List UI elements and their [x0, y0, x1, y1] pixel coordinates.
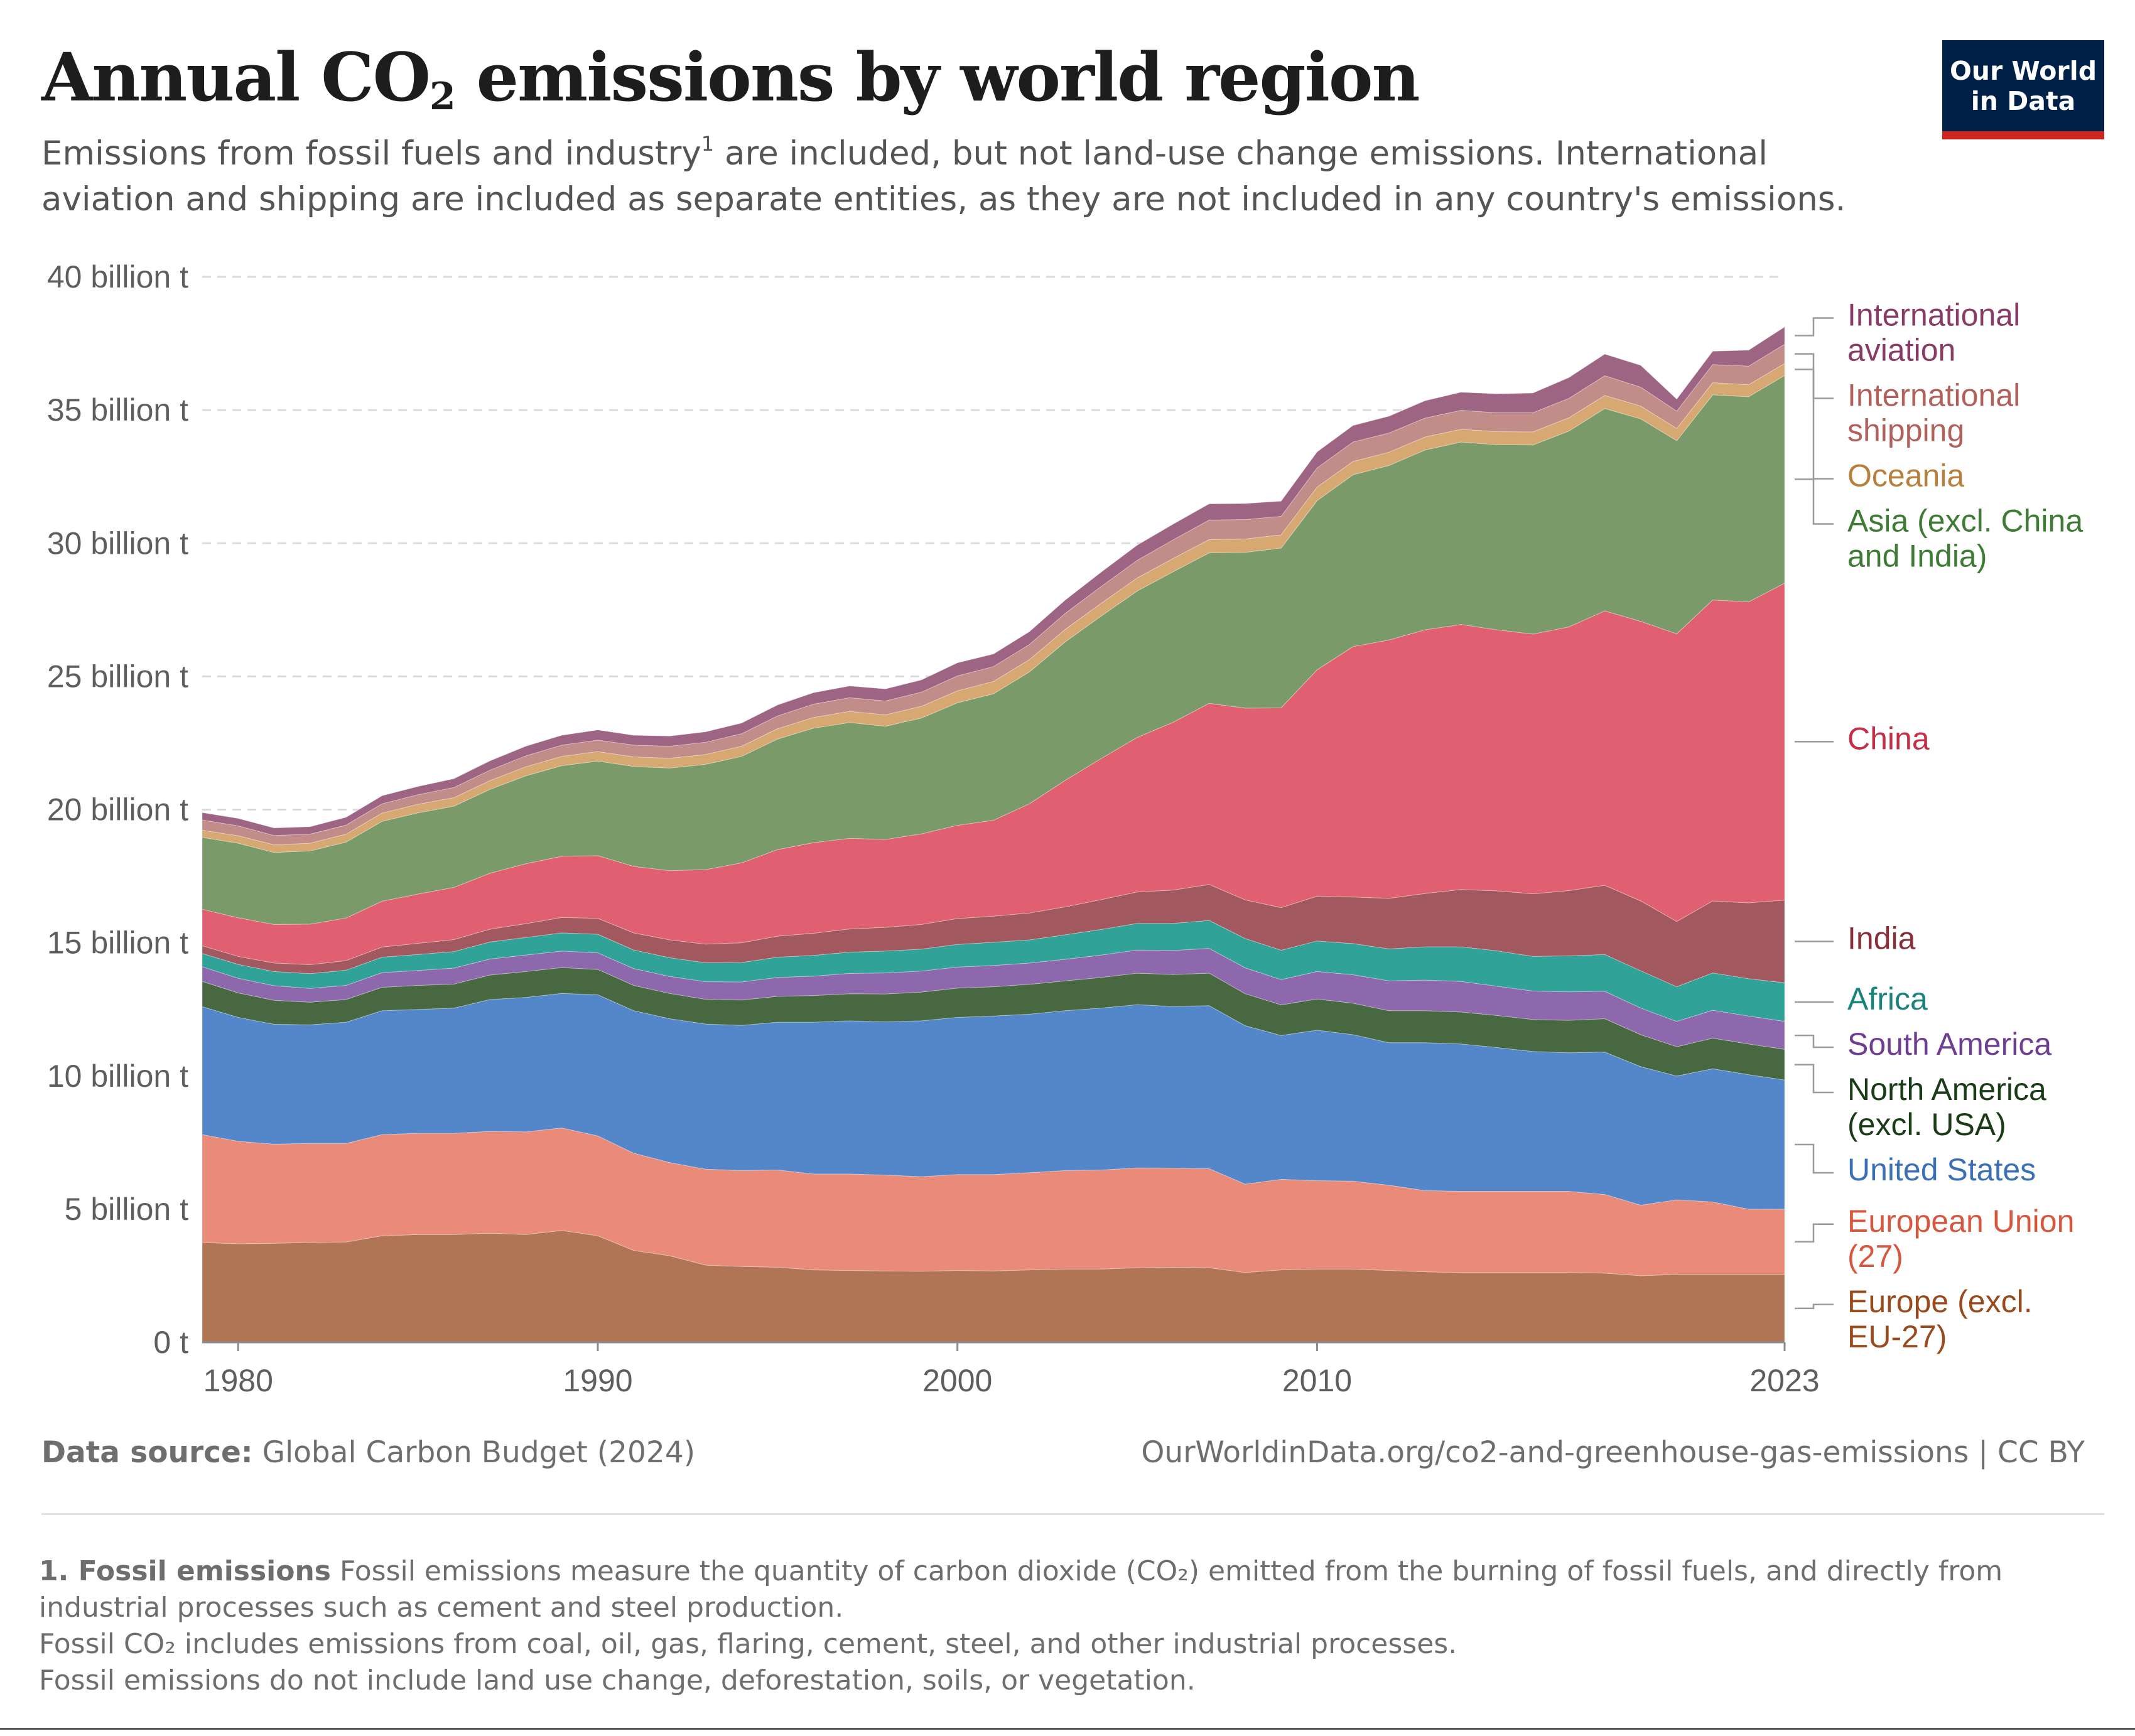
x-tick-label: 2000 [922, 1363, 992, 1398]
x-tick-label: 2010 [1282, 1363, 1352, 1398]
label-europe-excl-eu-27[interactable]: Europe (excl. EU-27) [1795, 1284, 2033, 1354]
y-tick-label: 5 billion t [65, 1192, 188, 1227]
chart-subtitle: Emissions from fossil fuels and industry… [41, 132, 1846, 218]
label-africa[interactable]: Africa [1795, 981, 1928, 1016]
series-labels: International aviation International shippi… [1795, 298, 2083, 1354]
series-label-text: Europe (excl. EU-27) [1847, 1284, 2033, 1354]
label-connector [1795, 1143, 1834, 1174]
label-oceania[interactable]: Oceania [1795, 369, 1964, 493]
y-tick-label: 30 billion t [47, 526, 188, 561]
footnotes: 1. Fossil emissions Fossil emissions mea… [39, 1555, 2003, 1696]
x-tick-label: 2023 [1749, 1363, 1819, 1398]
owid-logo[interactable]: Our World in Data [1942, 40, 2104, 139]
label-international-aviation[interactable]: International aviation [1795, 298, 2020, 368]
data-source: Data source: Global Carbon Budget (2024) [41, 1435, 696, 1470]
axes: 0 t 5 billion t 10 billion t 15 billion t 20… [47, 259, 1820, 1398]
label-india[interactable]: India [1795, 921, 1916, 956]
label-international-shipping[interactable]: International shipping [1795, 353, 2020, 448]
label-connector [1795, 478, 1834, 525]
y-tick-label: 35 billion t [47, 392, 188, 428]
series-label-text: India [1847, 921, 1916, 956]
label-connector [1795, 1303, 1834, 1310]
series-label-text: Africa [1847, 981, 1928, 1016]
x-tick-label: 1980 [203, 1363, 273, 1398]
series-label-text: South America [1847, 1027, 2051, 1062]
label-european-union-27[interactable]: European Union (27) [1795, 1204, 2074, 1274]
divider [41, 1513, 2104, 1515]
series-label-text: International aviation [1847, 298, 2020, 368]
series-label-text: Asia (excl. China and India) [1847, 504, 2083, 574]
label-connector [1795, 1223, 1834, 1243]
series-label-text: European Union (27) [1847, 1204, 2074, 1274]
series-label-text: United States [1847, 1152, 2036, 1187]
y-tick-label: 20 billion t [47, 792, 188, 828]
y-tick-label: 15 billion t [47, 925, 188, 961]
source-url-link[interactable]: OurWorldinData.org/co2-and-greenhouse-ga… [1141, 1435, 2085, 1470]
label-united-states[interactable]: United States [1795, 1143, 2036, 1187]
area-international-aviation[interactable] [202, 326, 1785, 836]
label-china[interactable]: China [1795, 721, 1930, 756]
bottom-border [0, 1728, 2135, 1730]
x-tick-label: 1990 [563, 1363, 632, 1398]
y-tick-label: 25 billion t [47, 659, 188, 694]
series-label-text: International shipping [1847, 378, 2020, 448]
y-tick-label: 40 billion t [47, 259, 188, 294]
label-south-america[interactable]: South America [1795, 1027, 2051, 1062]
label-connector [1795, 1064, 1834, 1094]
label-north-america-excl-usa[interactable]: North America (excl. USA) [1795, 1064, 2046, 1142]
label-connector [1795, 369, 1834, 480]
series-label-text: China [1847, 721, 1930, 756]
label-connector [1795, 317, 1834, 337]
footnote-marker[interactable]: 1 [701, 132, 715, 156]
series-label-text: Oceania [1847, 458, 1964, 493]
y-tick-label: 10 billion t [47, 1059, 188, 1094]
series-label-text: North America (excl. USA) [1847, 1072, 2046, 1142]
y-tick-label: 0 t [153, 1325, 188, 1360]
stacked-area-chart: 0 t 5 billion t 10 billion t 15 billion t 20… [47, 259, 2083, 1398]
chart-title: Annual CO2 emissions by world region [41, 38, 1420, 119]
label-asia-excl-china-and-india[interactable]: Asia (excl. China and India) [1795, 478, 2083, 574]
area-series [202, 326, 1785, 1343]
label-connector [1795, 1034, 1834, 1049]
